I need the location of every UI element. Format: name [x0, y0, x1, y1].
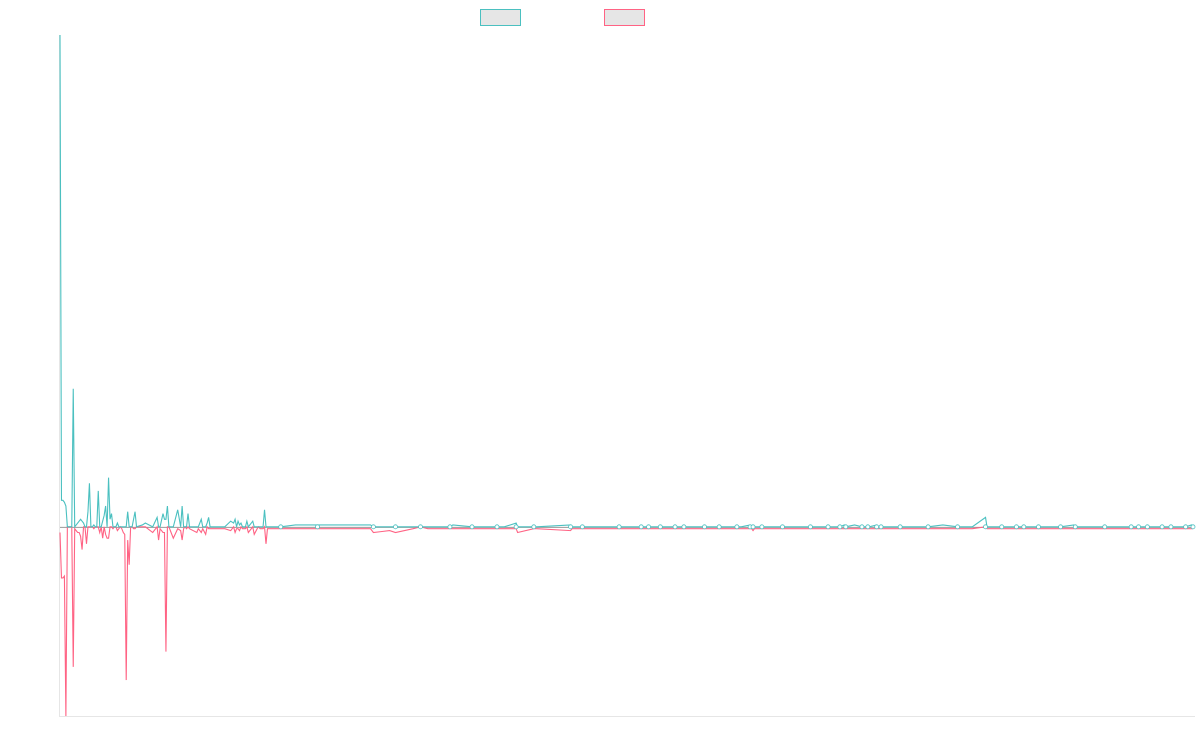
data-point-marker: [878, 524, 884, 530]
data-point-marker: [1136, 524, 1141, 530]
data-point-marker: [837, 524, 843, 530]
data-point-marker: [1021, 524, 1027, 530]
series-b-line: [59, 525, 1193, 717]
data-point-marker: [371, 524, 376, 530]
legend-swatch-series-b[interactable]: [604, 9, 645, 26]
data-point-marker: [469, 524, 475, 530]
data-point-marker: [925, 524, 931, 530]
legend-swatch-series-a[interactable]: [480, 9, 521, 26]
data-point-marker: [716, 524, 722, 530]
data-point-marker: [983, 524, 988, 530]
data-point-marker: [825, 524, 831, 530]
data-point-marker: [1168, 524, 1174, 530]
data-point-marker: [955, 524, 960, 530]
legend: [480, 9, 645, 26]
data-point-marker: [1183, 524, 1189, 530]
data-point-marker: [638, 524, 644, 530]
data-point-marker: [897, 524, 903, 530]
data-point-marker: [672, 524, 678, 530]
data-point-marker: [859, 524, 865, 530]
data-point-marker: [1058, 524, 1063, 530]
data-point-marker: [843, 524, 849, 530]
data-point-marker: [780, 524, 785, 530]
data-point-marker: [531, 524, 537, 530]
data-point-marker: [702, 524, 707, 530]
data-point-marker: [1072, 524, 1078, 530]
data-point-marker: [999, 524, 1005, 530]
data-point-marker: [494, 524, 500, 530]
data-point-marker: [657, 524, 663, 530]
data-point-marker: [1128, 524, 1134, 530]
data-point-marker: [759, 524, 765, 530]
data-point-marker: [865, 524, 871, 530]
data-point-marker: [616, 524, 622, 530]
data-point-marker: [447, 524, 453, 530]
data-point-marker: [393, 524, 398, 530]
data-point-marker: [1102, 524, 1108, 530]
data-point-marker: [1190, 524, 1196, 530]
data-point-marker: [1144, 524, 1150, 530]
data-point-marker: [1014, 524, 1019, 530]
data-point-marker: [874, 524, 880, 530]
data-point-marker: [513, 524, 519, 530]
data-point-marker: [681, 524, 687, 530]
data-point-marker: [568, 524, 573, 530]
data-point-marker: [579, 524, 585, 530]
data-point-marker: [1159, 524, 1165, 530]
data-point-marker: [734, 524, 740, 530]
data-point-marker: [418, 524, 423, 530]
data-point-marker: [646, 524, 651, 530]
data-point-marker: [315, 524, 320, 530]
data-point-marker: [1036, 524, 1041, 530]
series-a-line: [59, 34, 1194, 529]
plot-area: [59, 34, 1196, 717]
data-point-marker: [278, 524, 284, 530]
data-point-marker: [808, 524, 813, 530]
data-point-marker: [750, 524, 756, 530]
